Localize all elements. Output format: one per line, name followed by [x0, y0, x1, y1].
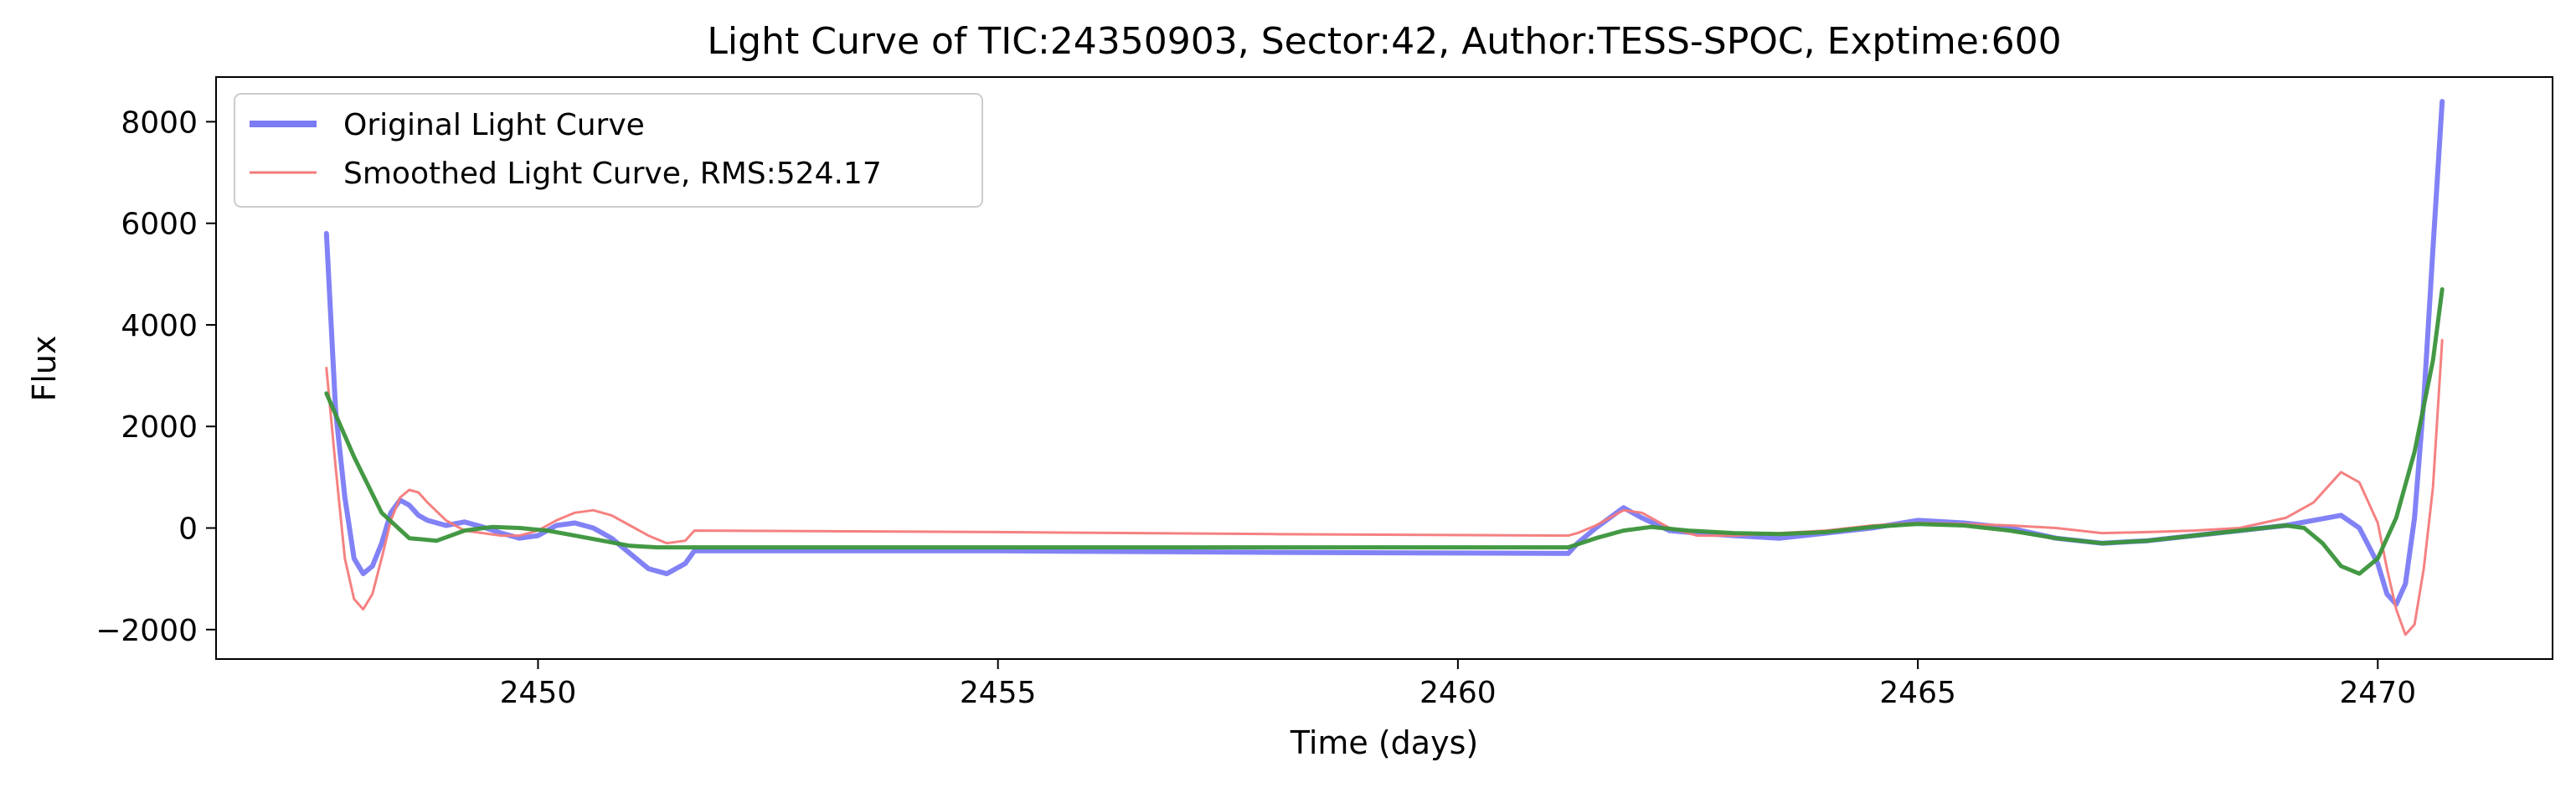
plot-frame — [215, 76, 2553, 660]
y-axis-ticks: −2000 0 2000 4000 6000 8000 — [95, 106, 216, 648]
series-line-0 — [323, 99, 2445, 607]
legend-label-smoothed: Smoothed Light Curve, RMS:524.17 — [343, 157, 882, 191]
x-axis-ticks: 2450 2455 2460 2465 2470 — [500, 659, 2416, 710]
series-line-2 — [324, 287, 2445, 576]
y-tick-label: 8000 — [121, 106, 198, 140]
chart-title: Light Curve of TIC:24350903, Sector:42, … — [707, 20, 2061, 63]
y-tick-label: 4000 — [121, 309, 198, 343]
plot-area — [215, 76, 2553, 660]
x-tick-label: 2455 — [960, 676, 1037, 710]
y-tick-label: 6000 — [121, 208, 198, 242]
x-axis-label: Time (days) — [1290, 724, 1478, 761]
x-tick-label: 2460 — [1419, 676, 1497, 710]
legend-frame — [234, 93, 983, 208]
y-tick-label: 0 — [178, 512, 198, 547]
legend-label-original: Original Light Curve — [343, 108, 645, 142]
legend: Original Light Curve Smoothed Light Curv… — [234, 93, 983, 208]
x-tick-label: 2465 — [1879, 676, 1956, 710]
x-tick-label: 2470 — [2339, 676, 2416, 710]
series-line-1 — [325, 338, 2444, 636]
y-tick-label: −2000 — [95, 614, 198, 648]
series-layer — [323, 99, 2445, 636]
x-tick-label: 2450 — [500, 676, 577, 710]
y-tick-label: 2000 — [121, 410, 198, 445]
y-axis-label: Flux — [26, 336, 63, 402]
